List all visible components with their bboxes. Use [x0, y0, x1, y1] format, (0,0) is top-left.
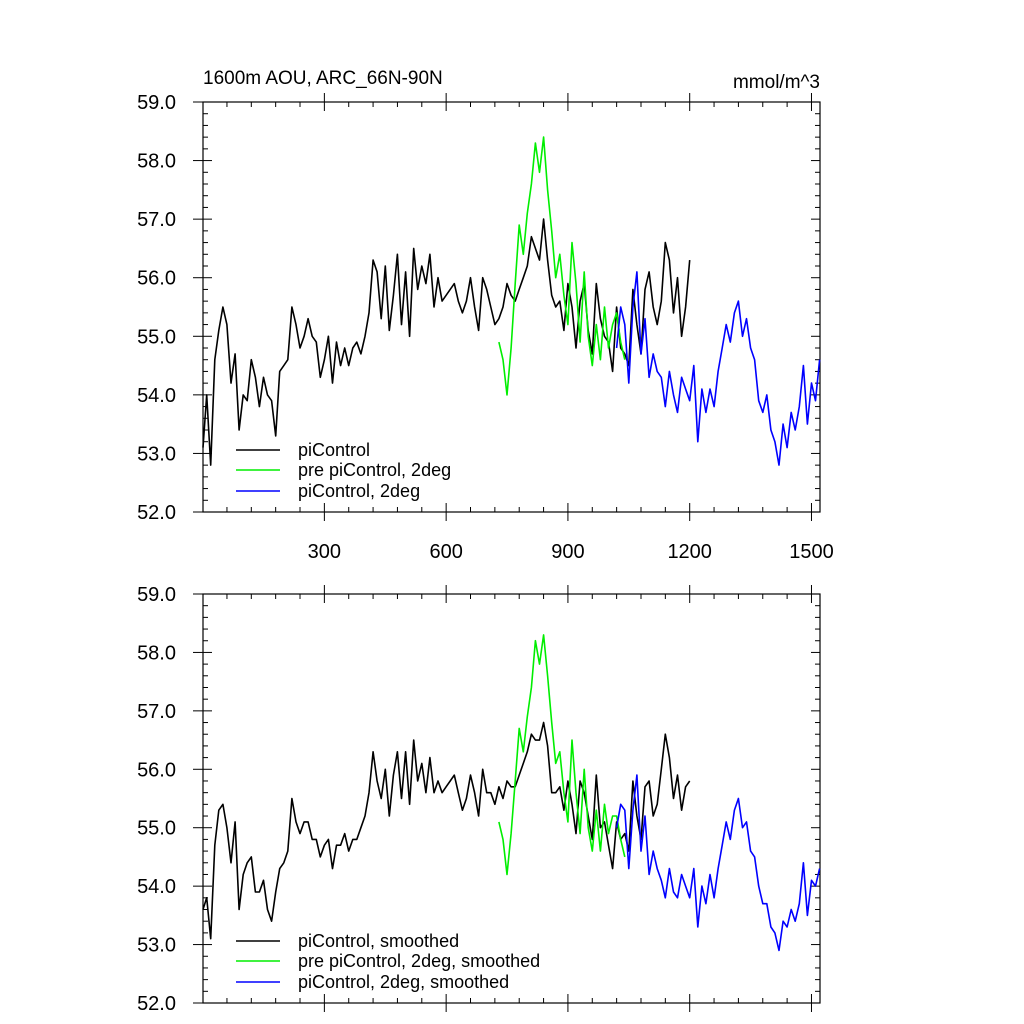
- y-tick-label: 57.0: [137, 209, 176, 231]
- y-tick-label: 59.0: [137, 584, 176, 606]
- y-tick-label: 56.0: [137, 759, 176, 781]
- y-tick-label: 58.0: [137, 151, 176, 173]
- legend-label: piControl: [298, 440, 370, 460]
- x-tick-label: 1200: [667, 541, 712, 563]
- legend-label: piControl, 2deg, smoothed: [298, 972, 509, 992]
- y-tick-label: 52.0: [137, 502, 176, 524]
- plot-frame: [202, 101, 821, 513]
- y-tick-label: 57.0: [137, 701, 176, 723]
- top-chart-panel: 1600m AOU, ARC_66N-90N mmol/m^3 52.0 53.0…: [137, 68, 834, 563]
- y-tick-label: 59.0: [137, 92, 176, 114]
- y-tick-label: 58.0: [137, 642, 176, 664]
- x-tick-label: 600: [429, 541, 462, 563]
- units-label: mmol/m^3: [733, 72, 820, 93]
- y-tick-label: 52.0: [137, 993, 176, 1015]
- series-line-1: [498, 136, 626, 396]
- y-tick-label: 55.0: [137, 818, 176, 840]
- legend-label: piControl, smoothed: [298, 931, 459, 951]
- plot-frame: [202, 593, 821, 1004]
- y-tick-label: 56.0: [137, 268, 176, 290]
- legend-label: piControl, 2deg: [298, 481, 420, 501]
- y-tick-label: 53.0: [137, 935, 176, 957]
- series-line-1: [498, 634, 626, 876]
- series-line-0: [202, 721, 691, 940]
- y-tick-label: 55.0: [137, 326, 176, 348]
- legend-label: pre piControl, 2deg: [298, 460, 451, 480]
- series-line-2: [615, 774, 821, 952]
- series-line-2: [615, 271, 821, 466]
- y-tick-label: 53.0: [137, 443, 176, 465]
- bottom-chart-panel: 52.0 53.0 54.0 55.0 56.0 57.0 58.0 59.0 piContro…: [137, 584, 821, 1015]
- x-tick-label: 1500: [789, 541, 834, 563]
- y-tick-label: 54.0: [137, 876, 176, 898]
- x-tick-label: 300: [308, 541, 341, 563]
- y-tick-label: 54.0: [137, 385, 176, 407]
- chart-title: 1600m AOU, ARC_66N-90N: [203, 68, 443, 89]
- x-tick-label: 900: [551, 541, 584, 563]
- legend-label: pre piControl, 2deg, smoothed: [298, 951, 540, 971]
